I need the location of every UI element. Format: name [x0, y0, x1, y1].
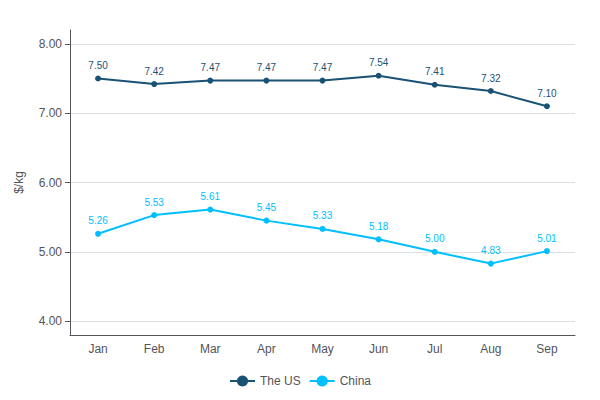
svg-text:4.00: 4.00 — [39, 314, 63, 328]
svg-text:May: May — [311, 342, 334, 356]
svg-text:5.18: 5.18 — [369, 221, 389, 232]
svg-text:$/kg: $/kg — [12, 171, 26, 194]
svg-text:Jan: Jan — [88, 342, 107, 356]
svg-text:7.54: 7.54 — [369, 57, 389, 68]
svg-text:5.26: 5.26 — [88, 215, 108, 226]
svg-text:Feb: Feb — [144, 342, 165, 356]
svg-text:Sep: Sep — [536, 342, 558, 356]
svg-text:Apr: Apr — [257, 342, 276, 356]
svg-text:6.00: 6.00 — [39, 176, 63, 190]
svg-text:Jul: Jul — [427, 342, 442, 356]
svg-text:7.41: 7.41 — [425, 66, 445, 77]
svg-text:5.53: 5.53 — [144, 197, 164, 208]
svg-text:7.47: 7.47 — [313, 62, 333, 73]
svg-text:7.32: 7.32 — [481, 73, 501, 84]
svg-text:5.00: 5.00 — [39, 245, 63, 259]
svg-text:5.33: 5.33 — [313, 210, 333, 221]
svg-text:7.50: 7.50 — [88, 60, 108, 71]
svg-text:7.00: 7.00 — [39, 106, 63, 120]
svg-text:5.00: 5.00 — [425, 233, 445, 244]
svg-text:7.42: 7.42 — [144, 66, 164, 77]
svg-text:5.61: 5.61 — [201, 191, 221, 202]
svg-text:7.47: 7.47 — [201, 62, 221, 73]
svg-text:4.83: 4.83 — [481, 245, 501, 256]
svg-text:5.45: 5.45 — [257, 202, 277, 213]
svg-text:Aug: Aug — [480, 342, 501, 356]
svg-text:5.01: 5.01 — [537, 233, 557, 244]
svg-text:8.00: 8.00 — [39, 37, 63, 51]
svg-text:7.47: 7.47 — [257, 62, 277, 73]
svg-text:China: China — [340, 374, 372, 388]
svg-text:Jun: Jun — [369, 342, 388, 356]
svg-text:The US: The US — [260, 374, 301, 388]
svg-text:Mar: Mar — [200, 342, 221, 356]
svg-text:7.10: 7.10 — [537, 88, 557, 99]
